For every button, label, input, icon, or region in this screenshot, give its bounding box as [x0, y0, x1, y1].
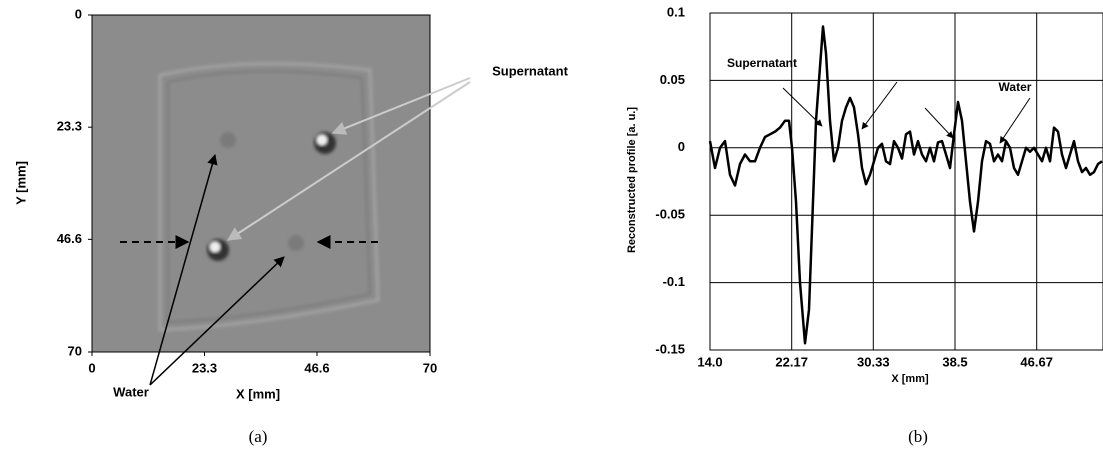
annotation: Supernatant — [727, 56, 797, 70]
y-tick-label: 46.6 — [57, 231, 82, 246]
y-tick-label: 0.05 — [660, 72, 685, 87]
x-tick-label: 22.17 — [775, 354, 808, 369]
annotation: Supernatant — [492, 63, 569, 78]
annotation-arrows — [120, 77, 1031, 386]
blob-bright — [209, 241, 221, 253]
image-outline-shadow — [167, 70, 372, 324]
image-background — [91, 14, 431, 353]
annotation: Water — [113, 384, 149, 399]
y-tick-label: 70 — [68, 343, 82, 358]
y-tick-label: 23.3 — [57, 119, 82, 134]
x-axis-label: X [mm] — [891, 373, 929, 385]
annotation: Water — [999, 80, 1032, 94]
x-tick-label: 14.0 — [697, 354, 722, 369]
y-tick-label: -0.15 — [655, 341, 685, 356]
x-tick-label: 38.5 — [942, 354, 967, 369]
y-tick-label: 0 — [75, 6, 82, 21]
image-outline — [158, 62, 380, 332]
y-tick-label: -0.1 — [663, 274, 685, 289]
y-tick-label: 0 — [678, 139, 685, 154]
x-axis-label: X [mm] — [236, 386, 280, 401]
y-axis-label: Y [mm] — [13, 161, 28, 205]
x-tick-label: 46.67 — [1020, 354, 1053, 369]
caption: (a) — [249, 427, 268, 446]
content — [91, 12, 1103, 353]
x-tick-label: 70 — [423, 360, 437, 375]
y-axis-label: Reconstructed profile [a. u.] — [626, 107, 638, 253]
blob-faint — [220, 132, 236, 148]
x-tick-label: 46.6 — [304, 360, 329, 375]
profile-line — [708, 25, 1103, 345]
y-tick-label: 0.1 — [667, 4, 685, 19]
blob-bright — [316, 134, 328, 146]
y-tick-label: -0.05 — [655, 207, 685, 222]
blob-faint — [288, 235, 304, 251]
frame — [91, 14, 431, 353]
x-tick-label: 23.3 — [192, 360, 217, 375]
x-tick-label: 0 — [88, 360, 95, 375]
x-tick-label: 30.33 — [857, 354, 890, 369]
caption: (b) — [908, 427, 928, 446]
